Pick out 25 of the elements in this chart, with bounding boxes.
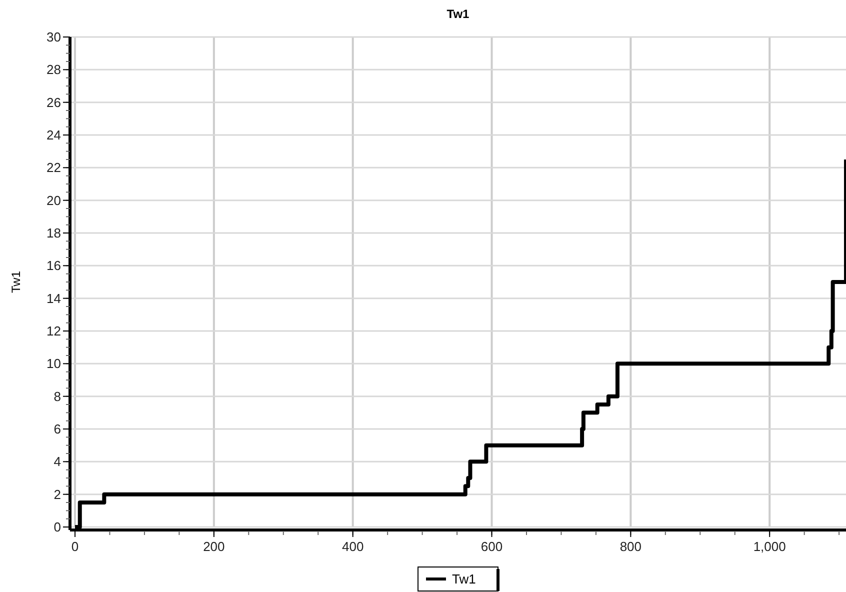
y-tick-label: 16: [46, 258, 61, 274]
y-tick-label: 30: [46, 30, 61, 45]
y-tick-label: 28: [46, 62, 61, 78]
y-axis-title: Tw1: [9, 270, 23, 294]
y-tick-label: 26: [46, 94, 61, 110]
x-tick-label: 600: [480, 539, 503, 554]
y-tick-label: 6: [54, 422, 61, 437]
x-tick-label: 400: [342, 539, 364, 554]
x-tick-label: 0: [71, 539, 79, 554]
x-tick-label: 1,000: [753, 539, 786, 554]
y-tick-label: 18: [46, 226, 61, 241]
y-tick-label: 4: [54, 454, 61, 470]
y-tick-label: 22: [46, 160, 61, 176]
legend-label: Tw1: [452, 572, 476, 587]
y-tick-label: 24: [46, 128, 61, 143]
y-tick-label: 0: [54, 520, 61, 535]
chart-title: Tw1: [446, 7, 470, 21]
x-tick-label: 200: [203, 539, 225, 554]
y-tick-label: 8: [54, 388, 61, 404]
y-tick-label: 10: [46, 356, 61, 372]
y-tick-label: 20: [46, 192, 61, 208]
y-tick-label: 12: [46, 324, 61, 339]
y-tick-label: 14: [46, 290, 61, 306]
x-tick-label: 800: [620, 539, 642, 554]
y-tick-label: 2: [54, 486, 61, 502]
